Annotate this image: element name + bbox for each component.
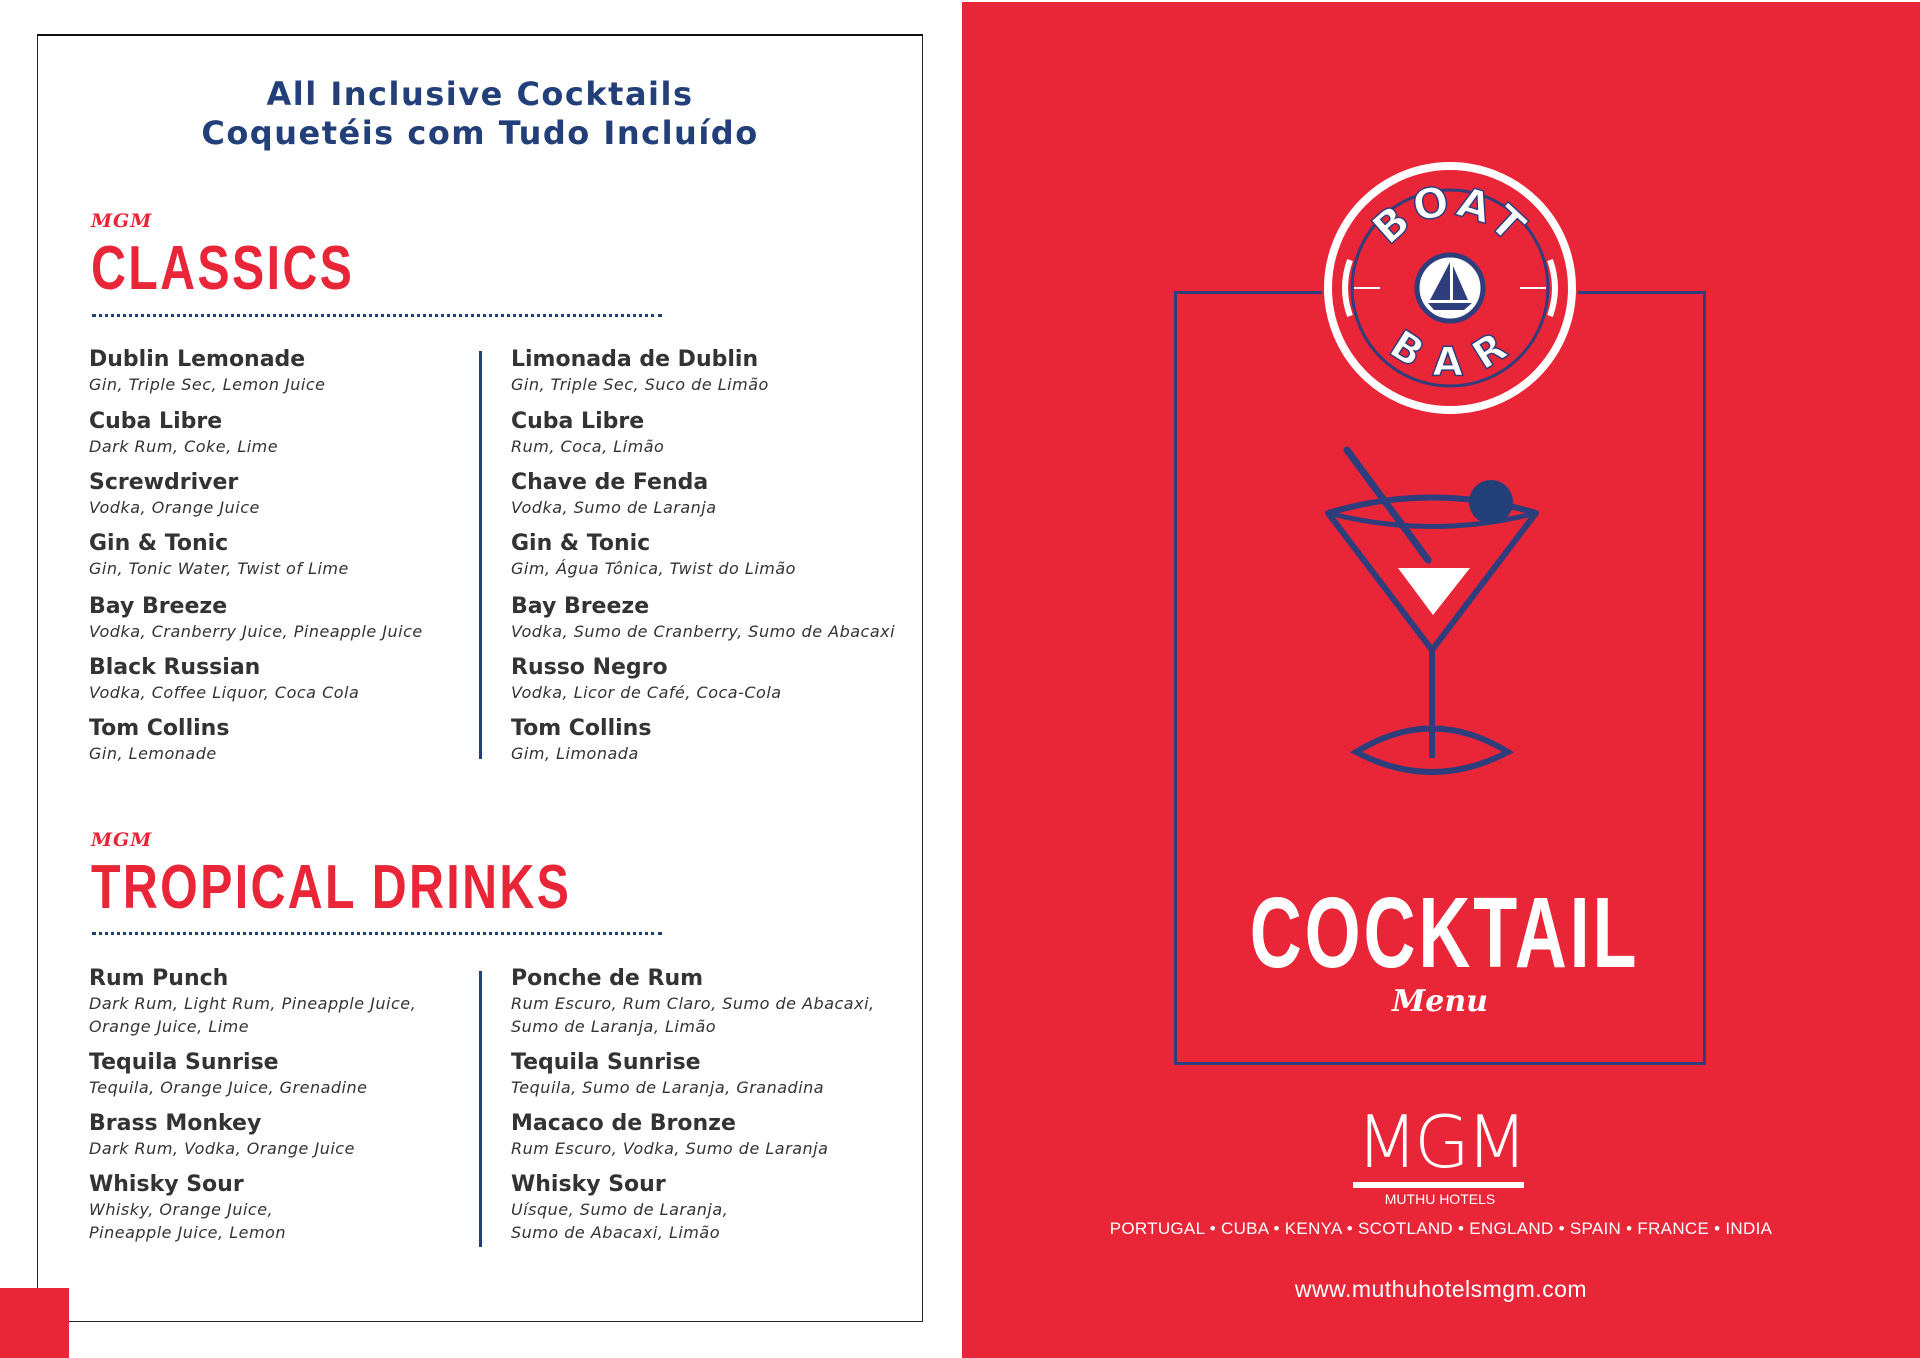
menu-item: Screwdriver Vodka, Orange Juice bbox=[89, 470, 260, 519]
menu-item: Macaco de Bronze Rum Escuro, Vodka, Sumo … bbox=[511, 1111, 828, 1160]
item-name: Tequila Sunrise bbox=[89, 1050, 279, 1075]
section-heading-tropical: TROPICAL DRINKS bbox=[91, 853, 572, 922]
menu-item: Whisky Sour Uísque, Sumo de Laranja, Sumo… bbox=[511, 1172, 728, 1244]
item-ingredients: Vodka, Licor de Café, Coca-Cola bbox=[511, 683, 782, 702]
boat-bar-logo: BOAT BAR bbox=[1322, 160, 1578, 416]
item-name: Bay Breeze bbox=[89, 594, 228, 619]
column-divider bbox=[479, 351, 482, 759]
item-name: Macaco de Bronze bbox=[511, 1111, 736, 1136]
item-ingredients: Whisky, Orange Juice, Pineapple Juice, L… bbox=[89, 1200, 286, 1242]
column-divider bbox=[479, 971, 482, 1247]
section-heading-classics: CLASSICS bbox=[91, 234, 355, 303]
martini-glass-icon bbox=[1325, 446, 1539, 775]
item-ingredients: Gin, Tonic Water, Twist of Lime bbox=[89, 559, 349, 578]
menu-item: Gin & Tonic Gim, Água Tônica, Twist do Li… bbox=[511, 531, 796, 580]
item-name: Bay Breeze bbox=[511, 594, 650, 619]
item-ingredients: Rum, Coca, Limão bbox=[511, 437, 665, 456]
title-en: All Inclusive Cocktails bbox=[266, 75, 694, 113]
section-brand: MGM bbox=[91, 829, 153, 851]
item-name: Tom Collins bbox=[511, 716, 652, 741]
item-ingredients: Gin, Triple Sec, Lemon Juice bbox=[89, 375, 326, 394]
menu-item: Tequila Sunrise Tequila, Orange Juice, Gr… bbox=[89, 1050, 367, 1099]
item-name: Tom Collins bbox=[89, 716, 230, 741]
menu-item: Gin & Tonic Gin, Tonic Water, Twist of Li… bbox=[89, 531, 349, 580]
item-ingredients: Dark Rum, Vodka, Orange Juice bbox=[89, 1139, 355, 1158]
item-ingredients: Dark Rum, Light Rum, Pineapple Juice, Or… bbox=[89, 994, 417, 1036]
item-ingredients: Vodka, Cranberry Juice, Pineapple Juice bbox=[89, 622, 423, 641]
item-ingredients: Vodka, Sumo de Laranja bbox=[511, 498, 717, 517]
menu-item: Black Russian Vodka, Coffee Liquor, Coca … bbox=[89, 655, 359, 704]
item-name: Brass Monkey bbox=[89, 1111, 262, 1136]
item-ingredients: Dark Rum, Coke, Lime bbox=[89, 437, 279, 456]
item-name: Screwdriver bbox=[89, 470, 239, 495]
title-pt: Coquetéis com Tudo Incluído bbox=[201, 114, 759, 152]
item-name: Limonada de Dublin bbox=[511, 347, 759, 372]
item-name: Gin & Tonic bbox=[511, 531, 651, 556]
menu-item: Bay Breeze Vodka, Cranberry Juice, Pineap… bbox=[89, 594, 423, 643]
menu-item: Brass Monkey Dark Rum, Vodka, Orange Juic… bbox=[89, 1111, 355, 1160]
menu-item: Ponche de Rum Rum Escuro, Rum Claro, Sumo… bbox=[511, 966, 875, 1038]
item-ingredients: Rum Escuro, Vodka, Sumo de Laranja bbox=[511, 1139, 829, 1158]
menu-item: Limonada de Dublin Gin, Triple Sec, Suco … bbox=[511, 347, 769, 396]
menu-item: Dublin Lemonade Gin, Triple Sec, Lemon Ju… bbox=[89, 347, 326, 396]
cover-subtitle: Menu bbox=[1392, 984, 1488, 1019]
menu-item: Tom Collins Gim, Limonada bbox=[511, 716, 651, 765]
item-name: Cuba Libre bbox=[511, 409, 645, 434]
item-name: Whisky Sour bbox=[89, 1172, 244, 1197]
item-ingredients: Gin, Triple Sec, Suco de Limão bbox=[511, 375, 769, 394]
item-ingredients: Vodka, Sumo de Cranberry, Sumo de Abacax… bbox=[511, 622, 896, 641]
item-ingredients: Uísque, Sumo de Laranja, Sumo de Abacaxi… bbox=[511, 1200, 729, 1242]
brand-subtitle: MUTHU HOTELS bbox=[1384, 1191, 1496, 1207]
item-name: Black Russian bbox=[89, 655, 261, 680]
menu-item: Cuba Libre Dark Rum, Coke, Lime bbox=[89, 409, 278, 458]
item-ingredients: Rum Escuro, Rum Claro, Sumo de Abacaxi, … bbox=[511, 994, 875, 1036]
item-name: Cuba Libre bbox=[89, 409, 223, 434]
item-name: Chave de Fenda bbox=[511, 470, 709, 495]
website-link[interactable]: www.muthuhotelsmgm.com bbox=[1294, 1276, 1588, 1302]
menu-item: Tequila Sunrise Tequila, Sumo de Laranja,… bbox=[511, 1050, 824, 1099]
item-name: Gin & Tonic bbox=[89, 531, 229, 556]
dotted-divider bbox=[92, 314, 662, 317]
item-ingredients: Vodka, Coffee Liquor, Coca Cola bbox=[89, 683, 360, 702]
menu-item: Cuba Libre Rum, Coca, Limão bbox=[511, 409, 664, 458]
item-ingredients: Gim, Limonada bbox=[511, 744, 639, 763]
item-ingredients: Gim, Água Tônica, Twist do Limão bbox=[511, 559, 796, 578]
corner-block bbox=[0, 1288, 69, 1358]
mgm-logo: MGM bbox=[1355, 1100, 1528, 1184]
item-ingredients: Tequila, Sumo de Laranja, Granadina bbox=[511, 1078, 825, 1097]
section-brand: MGM bbox=[91, 210, 153, 232]
item-name: Russo Negro bbox=[511, 655, 668, 680]
countries-list: PORTUGAL • CUBA • KENYA • SCOTLAND • ENG… bbox=[1109, 1219, 1773, 1238]
item-ingredients: Tequila, Orange Juice, Grenadine bbox=[89, 1078, 368, 1097]
cover-title: COCKTAIL bbox=[1174, 877, 1706, 989]
menu-item: Chave de Fenda Vodka, Sumo de Laranja bbox=[511, 470, 717, 519]
menu-item: Bay Breeze Vodka, Sumo de Cranberry, Sumo… bbox=[511, 594, 895, 643]
item-ingredients: Gin, Lemonade bbox=[89, 744, 217, 763]
menu-item: Rum Punch Dark Rum, Light Rum, Pineapple … bbox=[89, 966, 416, 1038]
item-name: Tequila Sunrise bbox=[511, 1050, 701, 1075]
item-name: Whisky Sour bbox=[511, 1172, 666, 1197]
item-name: Ponche de Rum bbox=[511, 966, 704, 991]
item-name: Dublin Lemonade bbox=[89, 347, 306, 372]
menu-item: Tom Collins Gin, Lemonade bbox=[89, 716, 229, 765]
logo-underline bbox=[1353, 1182, 1524, 1188]
dotted-divider bbox=[92, 932, 662, 935]
item-ingredients: Vodka, Orange Juice bbox=[89, 498, 260, 517]
menu-item: Whisky Sour Whisky, Orange Juice, Pineapp… bbox=[89, 1172, 286, 1244]
cover-title-text: COCKTAIL bbox=[1249, 877, 1640, 989]
menu-item: Russo Negro Vodka, Licor de Café, Coca-Co… bbox=[511, 655, 782, 704]
item-name: Rum Punch bbox=[89, 966, 229, 991]
